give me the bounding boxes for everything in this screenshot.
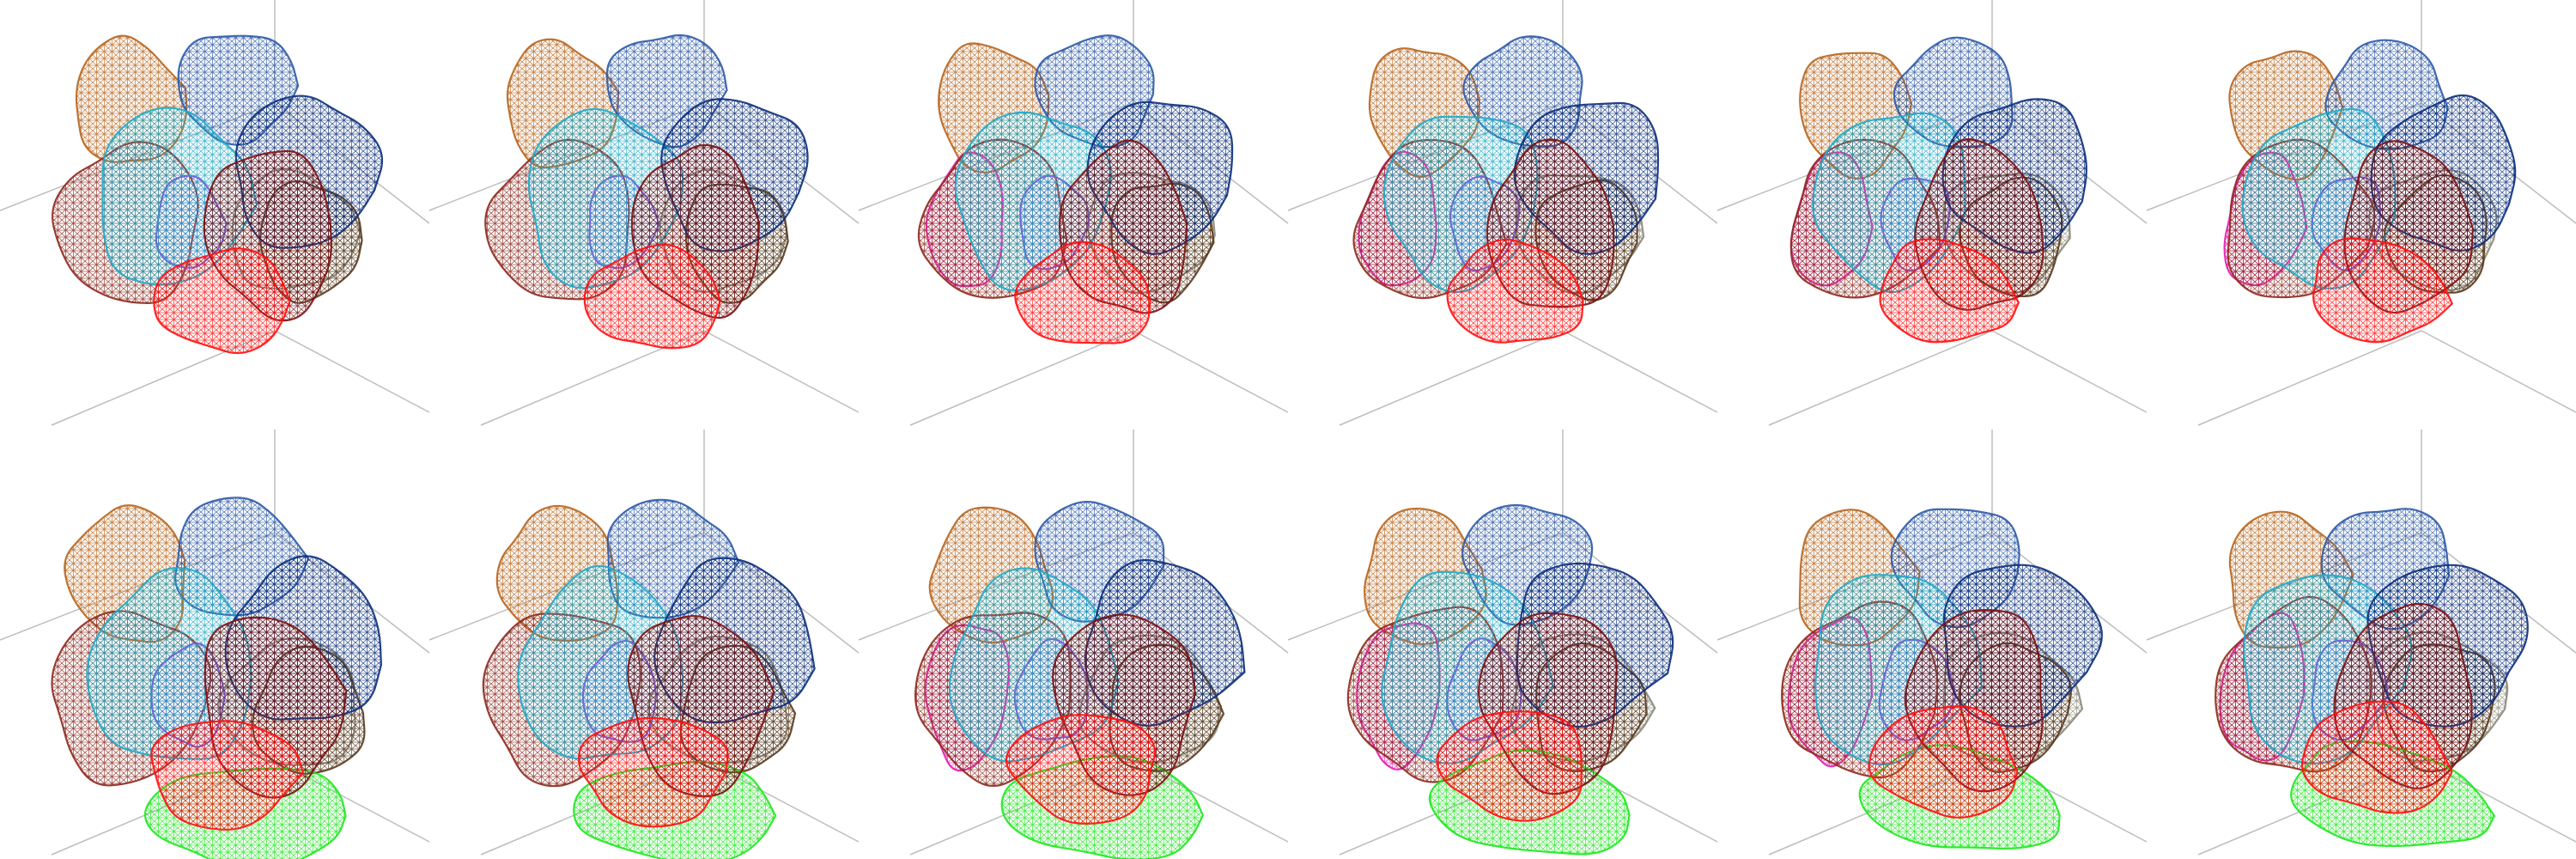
panel-r2c1 [0,430,430,859]
axis-line [1339,330,1564,426]
axis-line [909,330,1134,426]
panel-r2c5 [1716,430,2148,856]
axis-line [274,330,430,413]
red-cell-mesh [1436,710,1583,822]
red-cell-mesh [1879,238,2020,344]
panel-r1c5 [1716,0,2148,426]
panel-r1c4 [1287,0,1718,426]
axis-line [1768,330,1993,426]
panel-r2c6 [2146,430,2576,856]
red-cell-mesh [583,243,721,350]
red-cell-mesh [1446,239,1584,344]
red-cell-mesh [2312,237,2454,344]
panel-r2c3 [858,430,1289,859]
red-cell-mesh [150,720,305,831]
axis-line [703,330,860,413]
red-cell-mesh [2300,700,2453,814]
panel-r1c6 [2146,0,2576,426]
red-cell-mesh [153,247,291,355]
panel-r2c2 [428,430,860,859]
panel-r2c4 [1287,430,1718,856]
red-cell-mesh [1014,241,1151,344]
axis-line [2421,330,2576,413]
red-cell-mesh [578,716,729,828]
axis-line [1991,330,2148,413]
red-cell-mesh [1868,705,2019,819]
red-cell-mesh [1005,714,1157,825]
axis-line [2197,330,2422,426]
panel-r1c1 [0,0,430,426]
axis-line [1562,330,1718,413]
panel-r1c3 [858,0,1289,426]
panel-r1c2 [428,0,860,426]
axis-line [1133,330,1289,413]
